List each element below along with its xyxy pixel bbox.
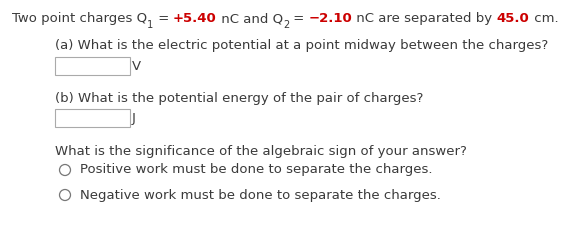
Text: 1: 1	[147, 19, 154, 29]
Text: nC and Q: nC and Q	[217, 12, 283, 25]
Text: +5.40: +5.40	[173, 12, 217, 25]
Bar	[55, 109, 130, 127]
Text: =: =	[289, 12, 308, 25]
Text: cm.: cm.	[530, 12, 558, 25]
Text: =: =	[154, 12, 173, 25]
Text: −2.10: −2.10	[308, 12, 352, 25]
Bar	[55, 57, 130, 75]
Text: What is the significance of the algebraic sign of your answer?: What is the significance of the algebrai…	[55, 145, 467, 158]
Text: Negative work must be done to separate the charges.: Negative work must be done to separate t…	[80, 188, 441, 201]
Text: nC are separated by: nC are separated by	[352, 12, 497, 25]
Text: Positive work must be done to separate the charges.: Positive work must be done to separate t…	[80, 164, 433, 177]
Text: Two point charges Q: Two point charges Q	[12, 12, 147, 25]
Text: V: V	[132, 59, 141, 73]
Text: (a) What is the electric potential at a point midway between the charges?: (a) What is the electric potential at a …	[55, 39, 548, 52]
Text: 45.0: 45.0	[497, 12, 530, 25]
Text: 2: 2	[283, 19, 289, 29]
Text: J: J	[132, 111, 136, 124]
Text: (b) What is the potential energy of the pair of charges?: (b) What is the potential energy of the …	[55, 92, 423, 105]
